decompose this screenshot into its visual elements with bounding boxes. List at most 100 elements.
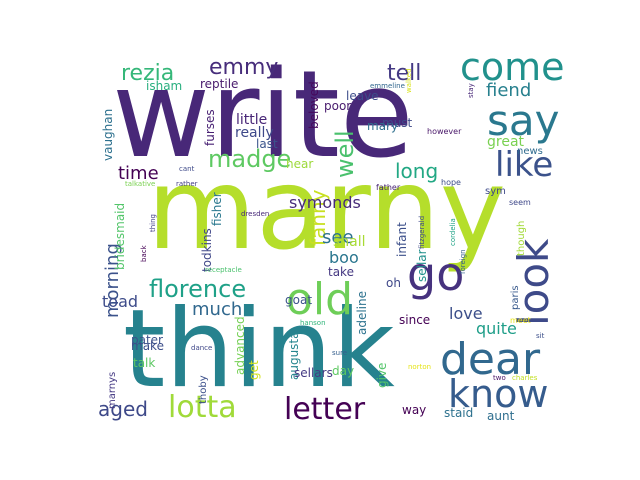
- word-beloved: beloved: [307, 81, 321, 129]
- word-sure: sure: [332, 349, 347, 357]
- word-charles: charles: [512, 374, 538, 382]
- word-emmy: emmy: [209, 55, 278, 80]
- word-take: take: [328, 265, 354, 279]
- word-go: go: [407, 247, 464, 301]
- word-marnys: marnys: [107, 372, 118, 409]
- word-really: really: [235, 125, 274, 141]
- word-aged: aged: [98, 397, 148, 421]
- word-toad: toad: [102, 292, 138, 311]
- word-boo: boo: [329, 248, 359, 267]
- word-advanced: advanced: [233, 316, 247, 375]
- word-mary: mary: [367, 119, 398, 133]
- word-old: old: [286, 274, 353, 325]
- word-since: since: [399, 313, 430, 327]
- word-oh: oh: [386, 276, 401, 290]
- word-thing: thing: [149, 214, 157, 232]
- word-back: back: [140, 244, 148, 262]
- word-hear: hear: [286, 157, 313, 171]
- word-leave: leave: [346, 89, 379, 103]
- word-cordelia: cordelia: [449, 218, 457, 246]
- word-marny: marny: [147, 145, 506, 275]
- word-fiend: fiend: [486, 80, 531, 101]
- word-vaughan: vaughan: [101, 109, 115, 161]
- word-pater: pater: [131, 333, 163, 347]
- word-letter: letter: [284, 392, 366, 427]
- word-well: well: [331, 130, 359, 178]
- word-make: make: [131, 339, 164, 353]
- word-long: long: [395, 159, 438, 183]
- word-day: day: [332, 364, 354, 378]
- word-however: however: [427, 127, 462, 136]
- word-aunt: aunt: [487, 409, 515, 423]
- word-morning: morning: [102, 243, 123, 318]
- word-dresden: dresden: [241, 210, 269, 218]
- word-reptile: reptile: [200, 77, 238, 91]
- word-madge: madge: [208, 145, 291, 173]
- word-two: two: [493, 374, 506, 382]
- word-cant: cant: [179, 165, 195, 173]
- word-isham: isham: [146, 79, 182, 93]
- word-quite: quite: [476, 319, 517, 338]
- word-come: come: [460, 45, 565, 89]
- word-florence: florence: [149, 275, 246, 303]
- word-hope: hope: [441, 178, 461, 187]
- word-write: write: [112, 46, 414, 185]
- word-bridesmaid: bridesmaid: [113, 203, 127, 270]
- word-fanny: fanny: [306, 189, 330, 246]
- word-say: say: [487, 96, 559, 145]
- word-time: time: [118, 163, 159, 184]
- word-symonds: symonds: [289, 193, 361, 212]
- word-fitzgerald: fitzgerald: [418, 216, 426, 249]
- word-sym: sym: [485, 186, 506, 197]
- word-much: much: [192, 299, 242, 320]
- word-rezia: rezia: [121, 61, 174, 86]
- word-father: father: [376, 183, 401, 192]
- word-lotta: lotta: [168, 390, 237, 425]
- word-hanson: hanson: [300, 319, 326, 327]
- word-think: think: [123, 287, 395, 412]
- word-way: way: [402, 403, 426, 417]
- word-must: must: [382, 116, 413, 130]
- word-shall: shall: [333, 234, 366, 250]
- word-meet: meet: [510, 316, 531, 325]
- word-foreign: foreign: [459, 249, 467, 274]
- word-sit: sit: [536, 332, 545, 340]
- word-great: great: [487, 134, 525, 150]
- word-talk: talk: [133, 356, 155, 370]
- word-stay: stay: [467, 83, 475, 98]
- word-paris: paris: [510, 285, 521, 310]
- word-receptacle: receptacle: [205, 266, 242, 274]
- word-tell: tell: [387, 61, 421, 86]
- word-staid: staid: [444, 406, 473, 420]
- word-sellars: sellars: [294, 366, 333, 380]
- word-see: see: [322, 227, 354, 248]
- word-like: like: [495, 145, 553, 185]
- word-sellar: sellar: [415, 249, 429, 282]
- word-rather: rather: [176, 180, 198, 188]
- word-dear: dear: [440, 334, 541, 385]
- word-give: give: [375, 363, 389, 388]
- word-talkative: talkative: [125, 180, 155, 188]
- word-poor: poor: [324, 99, 351, 113]
- word-know: know: [448, 372, 548, 416]
- word-emmeline: emmeline: [370, 82, 405, 90]
- word-norton: norton: [408, 363, 431, 371]
- word-furses: furses: [203, 109, 217, 146]
- word-though: though: [516, 221, 527, 256]
- word-news: news: [517, 146, 543, 157]
- word-walked: walked: [405, 68, 413, 93]
- word-todkins: todkins: [200, 228, 214, 272]
- word-fisher: fisher: [210, 192, 224, 226]
- word-look: look: [509, 238, 558, 326]
- word-adeline: adeline: [355, 291, 369, 335]
- word-goat: goat: [285, 293, 312, 307]
- word-dance: dance: [191, 344, 212, 352]
- word-seem: seem: [509, 198, 531, 207]
- word-infant: infant: [395, 222, 409, 257]
- word-little: little: [236, 112, 267, 128]
- word-augusta: augusta: [287, 332, 301, 381]
- word-love: love: [449, 304, 483, 323]
